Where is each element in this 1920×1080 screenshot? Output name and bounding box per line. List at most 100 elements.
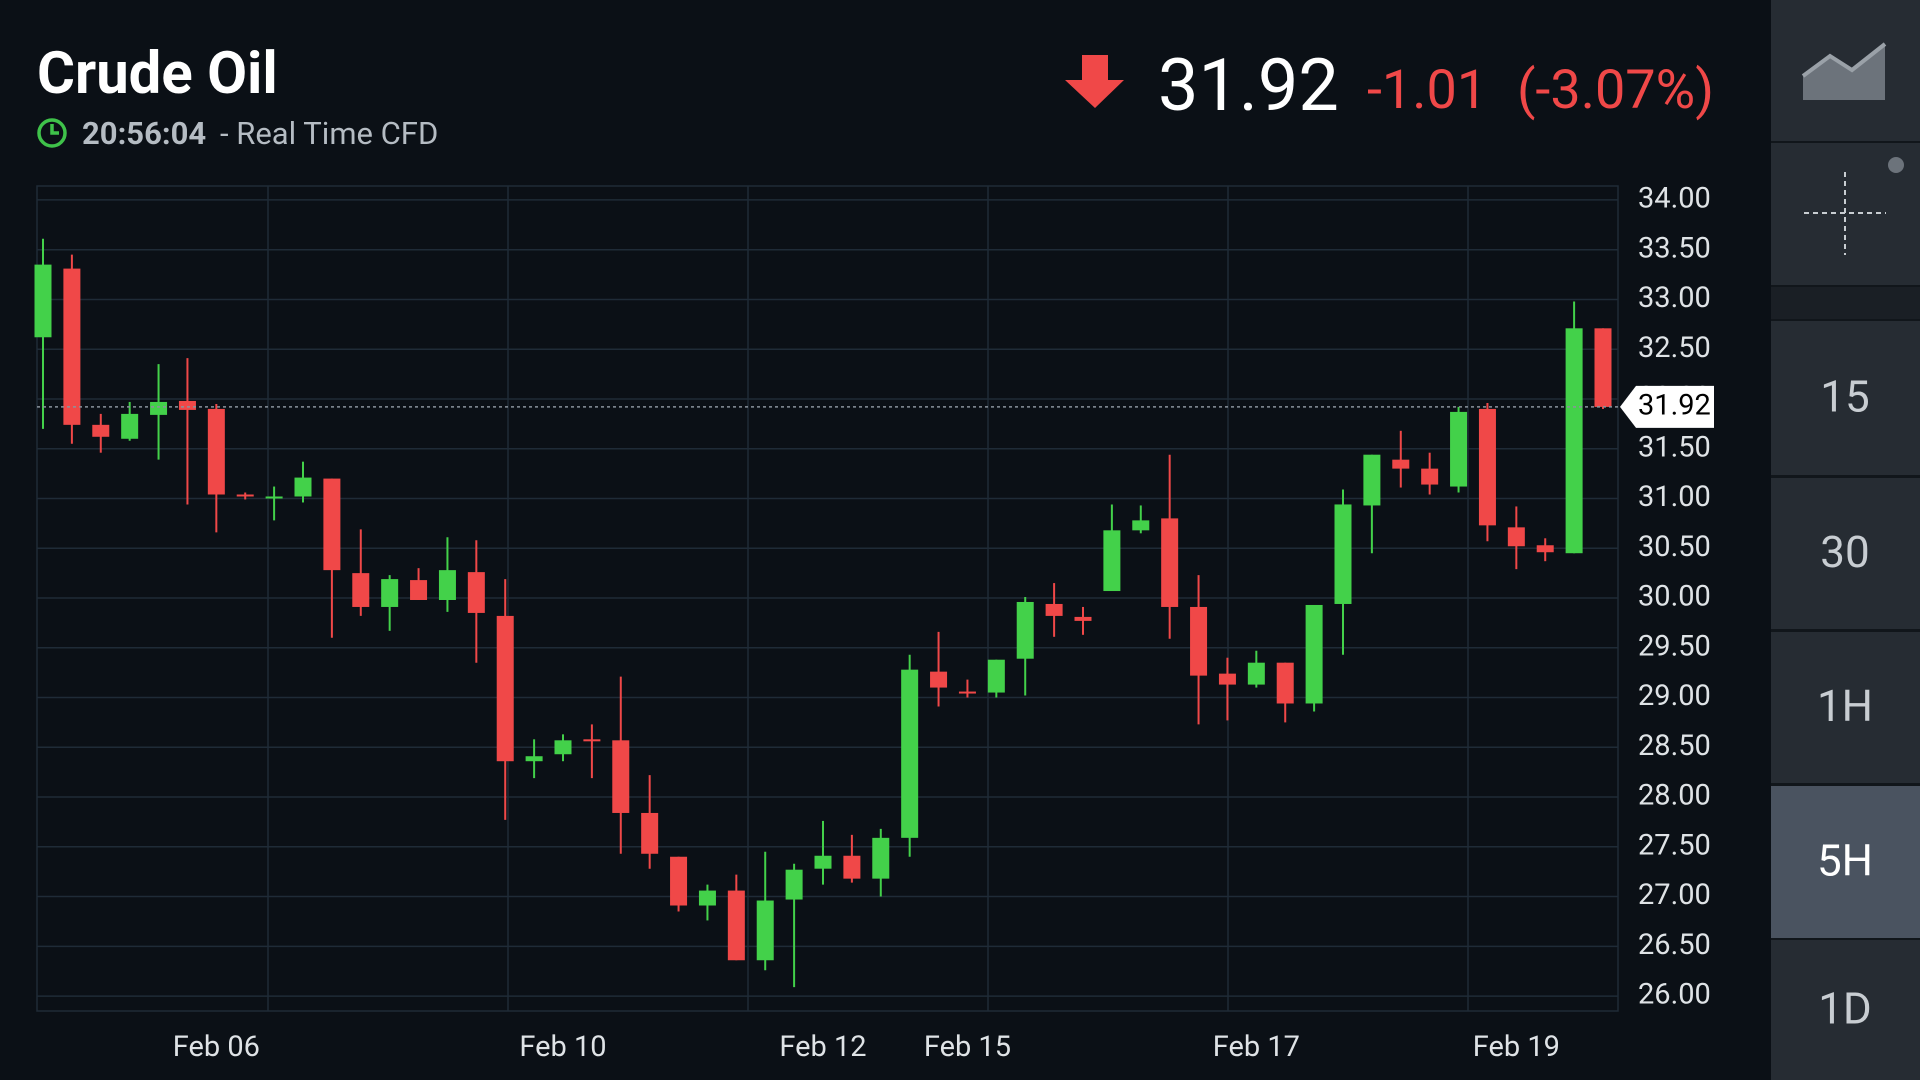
interval-button[interactable] xyxy=(1771,321,1920,475)
candle-body xyxy=(670,856,688,906)
candle-body xyxy=(525,756,543,762)
candle-body xyxy=(1016,601,1034,659)
crosshair-icon xyxy=(1804,172,1886,255)
interval-label: 5H xyxy=(1817,835,1873,887)
y-tick-label: 33.50 xyxy=(1638,231,1711,265)
candle-body xyxy=(1392,459,1410,469)
candle-body xyxy=(1450,411,1468,487)
x-tick-label: Feb 10 xyxy=(519,1030,606,1064)
candle-body xyxy=(121,413,139,439)
candle-body xyxy=(641,812,659,854)
candle-body xyxy=(178,400,196,410)
candle-body xyxy=(381,579,399,607)
y-tick-label: 26.50 xyxy=(1638,928,1711,962)
candle-body xyxy=(1132,520,1150,531)
candle-body xyxy=(1478,408,1496,526)
candle-body xyxy=(958,691,976,694)
candle-body xyxy=(92,424,110,437)
x-tick-label: Feb 19 xyxy=(1473,1030,1560,1064)
candle-body xyxy=(930,671,948,688)
interval-button[interactable] xyxy=(1771,786,1920,938)
area-chart-icon xyxy=(1803,44,1885,100)
y-tick-label: 28.50 xyxy=(1638,729,1711,763)
candle-body xyxy=(785,869,803,900)
data-source: - Real Time CFD xyxy=(220,115,438,152)
candle-body xyxy=(410,580,428,600)
price-change: -1.01 xyxy=(1367,59,1487,122)
interval-list: 15 30 1H 5H 1D xyxy=(1771,321,1920,1080)
candle-body xyxy=(1305,604,1323,704)
candle-body xyxy=(1074,616,1092,621)
instrument-title: Crude Oil xyxy=(37,40,278,108)
x-tick-label: Feb 15 xyxy=(924,1030,1011,1064)
indicator-dot xyxy=(1888,157,1904,173)
y-tick-label: 30.50 xyxy=(1638,530,1711,564)
candle-body xyxy=(265,496,283,499)
y-tick-label: 34.00 xyxy=(1638,182,1711,216)
candle-body xyxy=(294,477,312,497)
candle-body xyxy=(727,890,745,961)
candle-body xyxy=(236,494,254,497)
candle-body xyxy=(496,615,514,762)
candle-body xyxy=(1276,662,1294,704)
candle-body xyxy=(872,837,890,879)
sidebar-divider xyxy=(1771,287,1920,319)
candle-body xyxy=(1161,518,1179,607)
area-chart-icon-line xyxy=(1801,42,1887,78)
interval-label: 30 xyxy=(1820,526,1869,578)
interval-label: 1H xyxy=(1817,680,1873,732)
candle-body xyxy=(150,401,168,415)
candle-body xyxy=(583,739,601,742)
y-tick-label: 31.00 xyxy=(1638,480,1711,514)
candle-body xyxy=(207,408,225,495)
candle-body xyxy=(698,890,716,906)
interval-label: 1D xyxy=(1818,983,1872,1035)
candle-body xyxy=(843,855,861,879)
y-tick-label: 27.00 xyxy=(1638,878,1711,912)
y-tick-label: 26.00 xyxy=(1638,978,1711,1012)
x-tick-label: Feb 06 xyxy=(173,1030,260,1064)
last-price: 31.92 xyxy=(1158,43,1339,128)
down-arrow xyxy=(1065,55,1124,108)
x-tick-label: Feb 17 xyxy=(1213,1030,1300,1064)
y-tick-label: 31.50 xyxy=(1638,430,1711,464)
candle-body xyxy=(1218,673,1236,685)
candle-body xyxy=(1247,662,1265,685)
candle-body xyxy=(1507,527,1525,547)
candle-body xyxy=(34,264,52,338)
candle-body xyxy=(756,900,774,961)
candle-body xyxy=(1536,545,1554,553)
candle-body xyxy=(901,669,919,838)
candle-body xyxy=(1190,606,1208,676)
candle-body xyxy=(1594,328,1612,407)
candle-body xyxy=(323,478,341,571)
interval-button[interactable] xyxy=(1771,478,1920,629)
y-tick-label: 27.50 xyxy=(1638,828,1711,862)
candle-body xyxy=(1363,454,1381,506)
interval-button[interactable] xyxy=(1771,940,1920,1080)
candle-body xyxy=(1565,328,1583,554)
sidebar: 15 30 1H 5H 1D xyxy=(1771,0,1920,1080)
y-tick-label: 33.00 xyxy=(1638,281,1711,315)
candle-body xyxy=(612,740,630,813)
price-tag xyxy=(1620,385,1714,428)
candle-body xyxy=(1421,468,1439,485)
candle-body xyxy=(467,572,485,613)
candle-body xyxy=(438,570,456,600)
price-tag-label: 31.92 xyxy=(1638,389,1711,423)
candle-body xyxy=(63,268,81,425)
candle-body xyxy=(1103,530,1121,592)
candle-body xyxy=(554,740,572,755)
plot: 26.00 26.50 27.00 27.50 28.00 28.50 29.00 29.50… xyxy=(34,182,1714,1064)
y-tick-label: 30.00 xyxy=(1638,580,1711,614)
candle-body xyxy=(1045,603,1063,616)
candle-body xyxy=(352,573,370,607)
interval-button[interactable] xyxy=(1771,632,1920,783)
interval-label: 15 xyxy=(1820,371,1869,423)
price-change-percent: (-3.07%) xyxy=(1517,59,1714,122)
x-tick-label: Feb 12 xyxy=(779,1030,866,1064)
clock-icon xyxy=(37,118,67,148)
candle-body xyxy=(987,659,1005,693)
